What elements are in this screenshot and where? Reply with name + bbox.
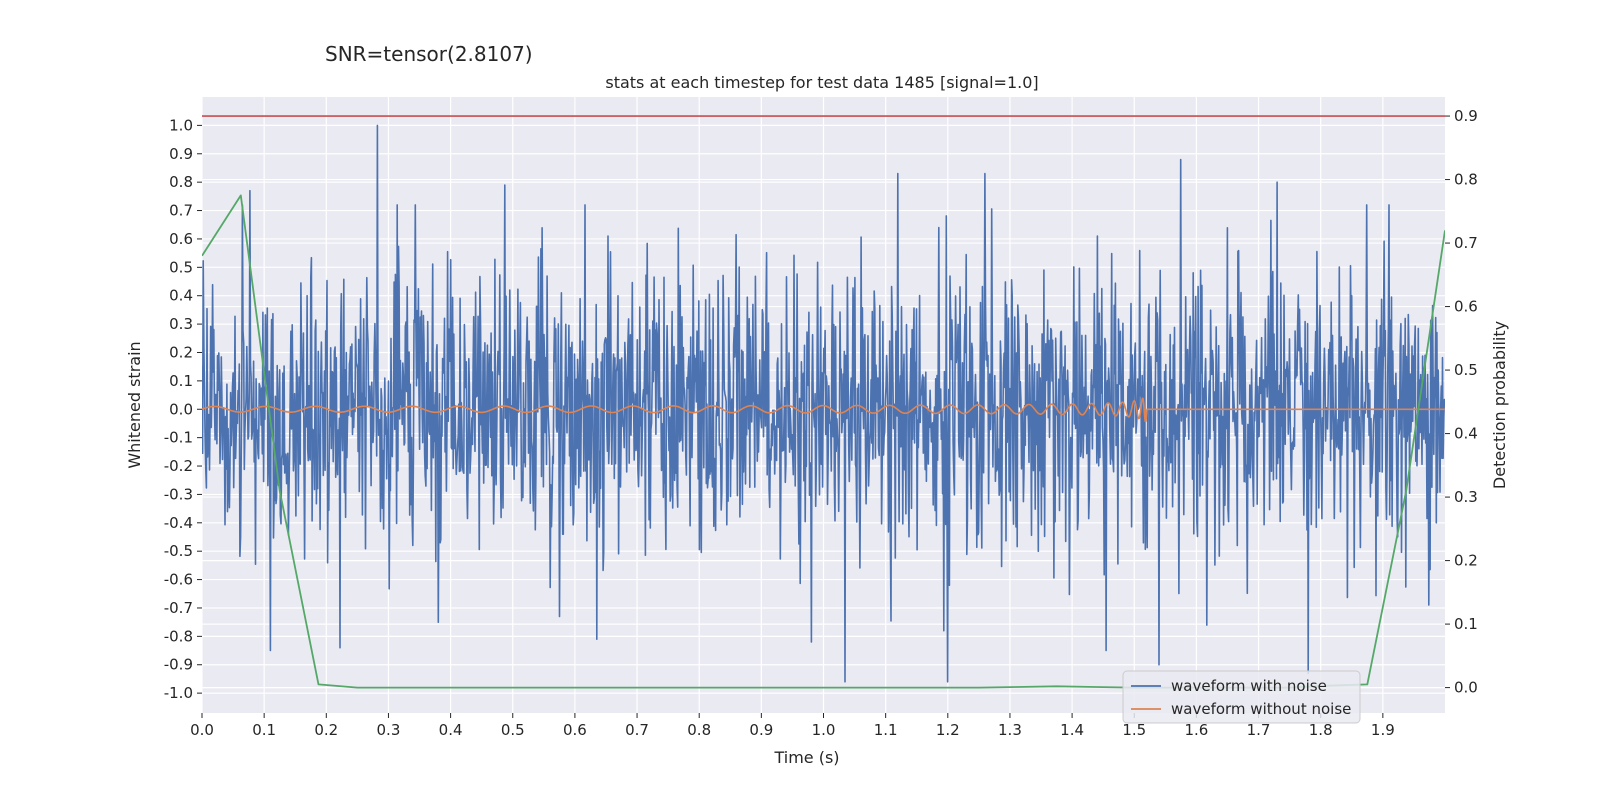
x-tick-label: 1.1 — [874, 721, 898, 739]
y-tick-label: -0.3 — [164, 485, 193, 503]
legend-box — [1122, 670, 1361, 724]
x-tick-label: 0.5 — [501, 721, 525, 739]
y-tick-label: -0.9 — [164, 656, 193, 674]
y-tick-label: -0.8 — [164, 627, 193, 645]
y2-axis-label: Detection probability — [1490, 321, 1509, 489]
chart-suptitle: SNR=tensor(2.8107) — [325, 42, 533, 66]
y-tick-label: 0.7 — [169, 202, 193, 220]
x-axis-label: Time (s) — [773, 748, 839, 767]
y-tick-label: -0.6 — [164, 571, 193, 589]
x-tick-label: 0.7 — [625, 721, 649, 739]
y-tick-label: 0.6 — [169, 230, 193, 248]
x-tick-label: 0.0 — [190, 721, 214, 739]
y-axis: 1.0 0.9 0.8 0.7 0.6 0.5 0.4 0.3 0.2 0.1 0.0 -0.1 -0.… — [164, 116, 202, 702]
y-tick-label: -0.7 — [164, 599, 193, 617]
x-tick-label: 1.6 — [1184, 721, 1208, 739]
y-axis-label: Whitened strain — [125, 341, 144, 468]
y2-tick-label: 0.5 — [1454, 361, 1478, 379]
y2-tick-label: 0.1 — [1454, 615, 1478, 633]
x-tick-label: 1.3 — [998, 721, 1022, 739]
y-tick-label: 0.0 — [169, 400, 193, 418]
y2-tick-label: 0.3 — [1454, 488, 1478, 506]
y2-tick-label: 0.9 — [1454, 107, 1478, 125]
y2-axis: 0.9 0.8 0.7 0.6 0.5 0.4 0.3 0.2 0.1 0.0 — [1445, 107, 1478, 697]
y2-tick-label: 0.6 — [1454, 298, 1478, 316]
y-tick-label: 0.4 — [169, 287, 193, 305]
line-waveform-with-noise — [202, 124, 1445, 683]
legend-label: waveform without noise — [1171, 700, 1351, 718]
y-tick-label: -1.0 — [164, 684, 193, 702]
legend-label: waveform with noise — [1171, 677, 1327, 695]
x-tick-label: 1.2 — [936, 721, 960, 739]
series-waveform-without-noise — [202, 397, 1445, 423]
x-tick-label: 0.9 — [749, 721, 773, 739]
y-tick-label: 0.5 — [169, 258, 193, 276]
x-tick-label: 0.3 — [377, 721, 401, 739]
y-tick-label: 0.1 — [169, 372, 193, 390]
x-tick-label: 0.2 — [314, 721, 338, 739]
y-tick-label: -0.1 — [164, 429, 193, 447]
x-tick-label: 1.0 — [812, 721, 836, 739]
y2-tick-label: 0.0 — [1454, 679, 1478, 697]
x-tick-label: 1.4 — [1060, 721, 1084, 739]
x-tick-label: 1.9 — [1371, 721, 1395, 739]
chart-title: stats at each timestep for test data 148… — [605, 73, 1038, 92]
y-tick-label: 1.0 — [169, 116, 193, 134]
x-tick-label: 0.6 — [563, 721, 587, 739]
y-tick-label: 0.8 — [169, 173, 193, 191]
y-tick-label: -0.4 — [164, 514, 193, 532]
y-tick-label: 0.2 — [169, 343, 193, 361]
x-tick-label: 0.1 — [252, 721, 276, 739]
series-waveform-with-noise — [202, 124, 1445, 683]
x-tick-label: 1.8 — [1309, 721, 1333, 739]
y-tick-label: -0.5 — [164, 542, 193, 560]
x-tick-label: 0.8 — [687, 721, 711, 739]
y2-tick-label: 0.2 — [1454, 552, 1478, 570]
x-axis: 0.0 0.1 0.2 0.3 0.4 0.5 0.6 0.7 0.8 0.9 1.0 1.1 1.2 1… — [190, 713, 1395, 739]
y2-tick-label: 0.7 — [1454, 234, 1478, 252]
line-waveform-without-noise — [202, 397, 1445, 423]
x-tick-label: 0.4 — [439, 721, 463, 739]
legend: waveform with noise waveform without nois… — [1122, 670, 1361, 724]
y-tick-label: -0.2 — [164, 457, 193, 475]
x-tick-label: 1.7 — [1247, 721, 1271, 739]
y2-tick-label: 0.4 — [1454, 425, 1478, 443]
x-tick-label: 1.5 — [1122, 721, 1146, 739]
y2-tick-label: 0.8 — [1454, 171, 1478, 189]
y-tick-label: 0.9 — [169, 145, 193, 163]
y-tick-label: 0.3 — [169, 315, 193, 333]
